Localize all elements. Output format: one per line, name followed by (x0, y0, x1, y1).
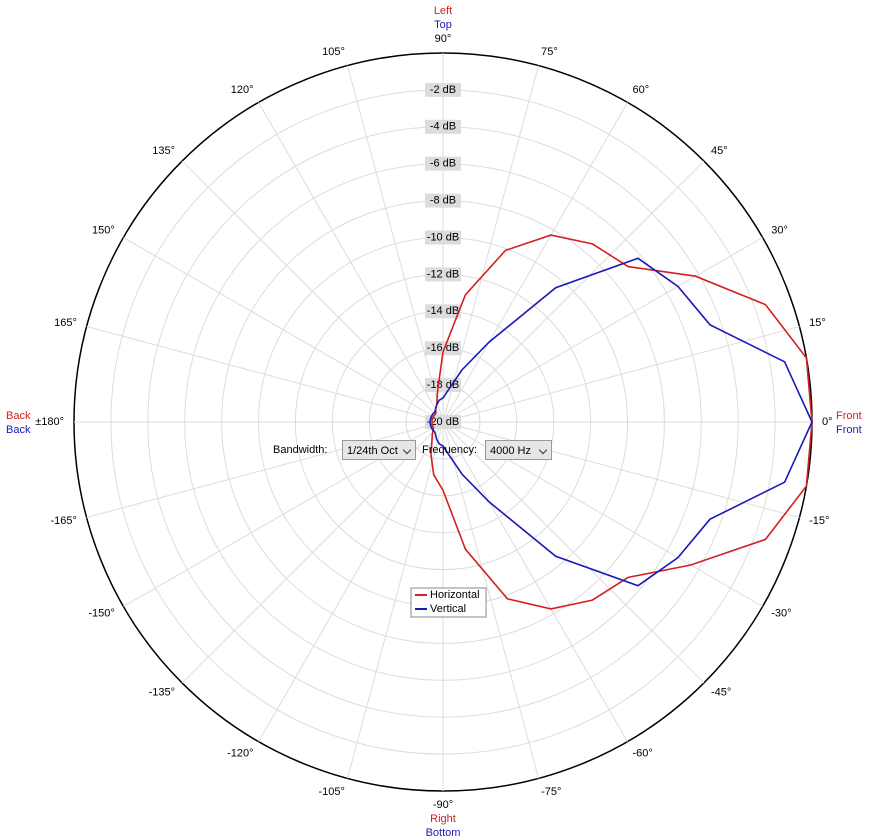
grid-spoke (123, 237, 444, 423)
angle-tick-label: 45° (711, 145, 728, 157)
angle-tick-label: 15° (809, 317, 826, 329)
grid-spoke (442, 160, 705, 423)
direction-label: Bottom (426, 827, 461, 839)
db-label-bg (425, 119, 461, 134)
grid-spoke (442, 421, 539, 779)
legend-label: Vertical (430, 603, 466, 615)
grid-spoke (347, 65, 444, 423)
legend-label: Horizontal (430, 589, 480, 601)
angle-tick-label: 105° (322, 46, 345, 58)
direction-label: Front (836, 424, 862, 436)
db-label-bg (425, 230, 461, 245)
direction-label: Back (6, 424, 31, 436)
angle-tick-label: 90° (435, 33, 452, 45)
angle-tick-label: 30° (771, 224, 788, 236)
grid-spoke (442, 421, 705, 684)
legend: Horizontal Vertical (410, 587, 487, 618)
angle-tick-label: 0° (822, 416, 833, 428)
db-tick-label: -20 dB (427, 416, 459, 428)
angle-tick-label: 60° (633, 84, 650, 96)
grid-spoke (258, 102, 444, 423)
grid-spoke (86, 326, 444, 423)
direction-label: Back (6, 410, 31, 422)
grid-spoke (442, 421, 628, 742)
frequency-select[interactable]: 4000 Hz (485, 440, 552, 460)
db-label-bg (425, 82, 461, 97)
angle-tick-label: -120° (227, 748, 253, 760)
grid-spoke (442, 65, 539, 423)
angle-tick-label: -150° (88, 607, 114, 619)
db-label-bg (425, 415, 461, 429)
db-tick-label: -14 dB (427, 305, 459, 317)
db-label-bg (425, 193, 461, 208)
angle-tick-label: 150° (92, 224, 115, 236)
angle-tick-label: -165° (50, 515, 76, 527)
grid-spoke (442, 102, 628, 423)
db-tick-label: -4 dB (430, 121, 456, 133)
db-tick-label: -10 dB (427, 231, 459, 243)
bandwidth-label: Bandwidth: (273, 444, 328, 456)
angle-tick-label: -75° (541, 786, 561, 798)
bandwidth-select[interactable]: 1/24th Oct (342, 440, 416, 460)
angle-tick-label: 75° (541, 46, 558, 58)
db-tick-label: -12 dB (427, 268, 459, 280)
angle-tick-label: -105° (318, 786, 344, 798)
db-tick-label: -16 dB (427, 342, 459, 354)
direction-label: Left (434, 5, 452, 17)
grid-spoke (181, 421, 444, 684)
angle-tick-label: -60° (633, 748, 653, 760)
grid-spoke (347, 421, 444, 779)
frequency-label: Frequency: (422, 444, 478, 456)
legend-box (410, 587, 487, 618)
grid-spoke (442, 326, 800, 423)
direction-label: Right (430, 813, 456, 825)
db-label-bg (425, 304, 461, 319)
angle-tick-label: -15° (809, 515, 829, 527)
db-tick-label: -18 dB (427, 379, 459, 391)
angle-tick-label: 120° (231, 84, 254, 96)
db-tick-label: -8 dB (430, 195, 456, 207)
db-label-bg (425, 156, 461, 171)
db-label-bg (425, 341, 461, 356)
grid-spoke (258, 421, 444, 742)
db-tick-label: -6 dB (430, 158, 456, 170)
angle-tick-label: -90° (433, 799, 453, 811)
grid-spoke (442, 237, 763, 423)
db-label-bg (425, 267, 461, 282)
angle-tick-label: -30° (771, 607, 791, 619)
grid-spoke (86, 421, 444, 518)
db-tick-label: -2 dB (430, 84, 456, 96)
angle-tick-label: ±180° (35, 416, 64, 428)
angle-tick-label: -45° (711, 687, 731, 699)
series-line (429, 257, 813, 587)
direction-label: Top (434, 19, 452, 31)
grid-spoke (181, 160, 444, 423)
angle-tick-label: 165° (54, 317, 77, 329)
angle-tick-label: 135° (152, 145, 175, 157)
direction-label: Front (836, 410, 862, 422)
angle-tick-label: -135° (149, 687, 175, 699)
db-label-bg (425, 378, 461, 393)
grid-spoke (442, 421, 800, 518)
